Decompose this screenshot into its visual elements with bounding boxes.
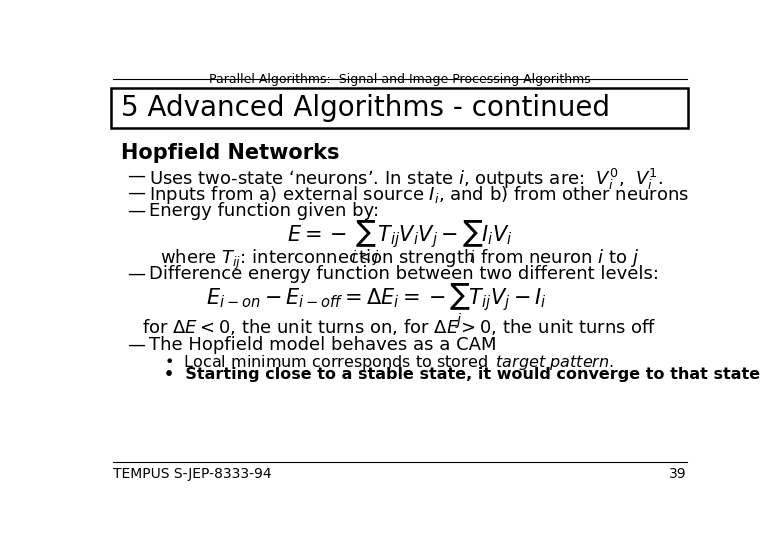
Text: 5 Advanced Algorithms - continued: 5 Advanced Algorithms - continued (121, 94, 610, 122)
Text: Difference energy function between two different levels:: Difference energy function between two d… (149, 265, 658, 283)
Text: •  Local minimum corresponds to stored  $\mathit{target\ pattern}$.: • Local minimum corresponds to stored $\… (164, 353, 614, 372)
Text: Inputs from a) external source $I_i$, and b) from other neurons: Inputs from a) external source $I_i$, an… (149, 184, 689, 206)
Text: —: — (127, 166, 145, 185)
FancyBboxPatch shape (112, 88, 688, 128)
Text: Energy function given by:: Energy function given by: (149, 202, 379, 220)
Text: where $T_{ij}$: interconnection strength from neuron $i$ to $j$: where $T_{ij}$: interconnection strength… (160, 248, 640, 272)
Text: —: — (127, 265, 145, 283)
Text: TEMPUS S-JEP-8333-94: TEMPUS S-JEP-8333-94 (113, 467, 271, 481)
Text: $E_{i-on} - E_{i-off} = \Delta E_i = -\sum_{j} T_{ij}V_j - I_i$: $E_{i-on} - E_{i-off} = \Delta E_i = -\s… (206, 282, 547, 331)
Text: Parallel Algorithms:  Signal and Image Processing Algorithms: Parallel Algorithms: Signal and Image Pr… (209, 72, 590, 85)
Text: The Hopfield model behaves as a CAM: The Hopfield model behaves as a CAM (149, 336, 496, 354)
Text: •  Starting close to a stable state, it would converge to that state: • Starting close to a stable state, it w… (164, 367, 760, 382)
Text: —: — (127, 336, 145, 354)
Text: Hopfield Networks: Hopfield Networks (121, 143, 339, 163)
Text: Uses two-state ‘neurons’. In state $i$, outputs are:  $V_i^0$,  $V_i^1$.: Uses two-state ‘neurons’. In state $i$, … (149, 166, 663, 192)
Text: —: — (127, 184, 145, 202)
Text: 39: 39 (669, 467, 686, 481)
Text: for $\Delta E < 0$, the unit turns on, for $\Delta E > 0$, the unit turns off: for $\Delta E < 0$, the unit turns on, f… (143, 318, 657, 338)
Text: —: — (127, 202, 145, 220)
Text: $E = -\sum_{i<j} T_{ij}V_iV_j - \sum_{i} I_iV_i$: $E = -\sum_{i<j} T_{ij}V_iV_j - \sum_{i}… (287, 219, 512, 268)
